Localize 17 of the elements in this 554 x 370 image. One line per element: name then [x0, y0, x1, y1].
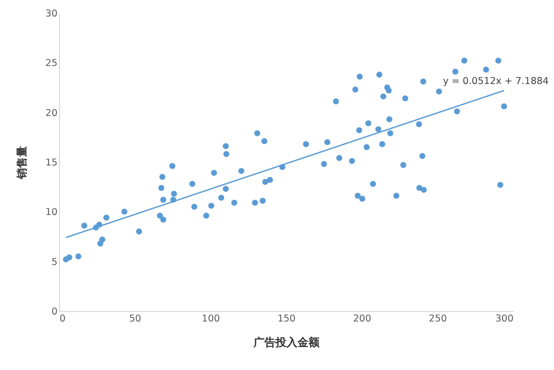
x-tick-label: 250: [428, 314, 447, 324]
y-tick-label: 25: [45, 58, 58, 70]
x-axis-title: 广告投入金额: [252, 336, 320, 349]
x-tick-label: 150: [277, 314, 296, 324]
y-tick-label: 5: [51, 256, 58, 268]
x-tick-label: 100: [202, 314, 220, 324]
x-tick-label: 0: [60, 314, 66, 324]
x-tick-label: 50: [129, 314, 142, 324]
y-axis-title: 销售量: [15, 146, 28, 180]
y-tick-label: 20: [45, 108, 58, 119]
x-tick-label: 300: [495, 314, 514, 324]
y-tick-label: 15: [45, 158, 58, 168]
y-tick-label: 0: [51, 306, 58, 318]
y-tick-label: 30: [45, 8, 58, 20]
x-tick-label: 200: [353, 314, 372, 324]
annotation: y = 0.0512x + 7.1884: [443, 76, 549, 87]
y-tick-label: 10: [45, 207, 58, 218]
